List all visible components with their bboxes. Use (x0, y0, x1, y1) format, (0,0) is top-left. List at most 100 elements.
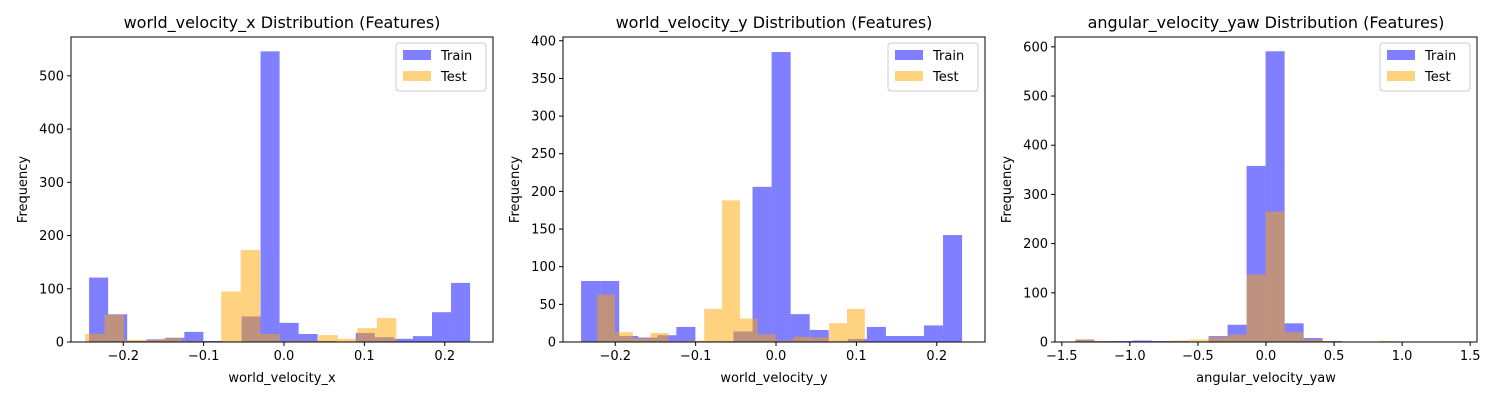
histogram-bar (739, 318, 758, 342)
histogram-bar (393, 338, 413, 342)
y-tick-label: 250 (531, 147, 556, 162)
y-axis-label: Frequency (508, 156, 523, 223)
histogram-bar (182, 340, 202, 342)
histogram-bar (337, 338, 358, 342)
histogram-bar (775, 340, 794, 342)
histogram-bar (846, 308, 865, 342)
x-tick-label: −0.5 (1182, 349, 1214, 364)
series-train (581, 52, 963, 343)
histogram-bar (221, 291, 241, 342)
y-tick-label: 350 (531, 72, 556, 87)
legend-label-train: Train (932, 49, 964, 64)
x-tick-label: 0.5 (1324, 349, 1345, 364)
legend-label-test: Test (932, 70, 959, 85)
y-tick-label: 150 (531, 223, 556, 238)
x-tick-label: −0.1 (188, 349, 220, 364)
histogram-bar (686, 340, 705, 342)
histogram-bar (451, 282, 471, 342)
series-train (89, 51, 471, 343)
y-tick-label: 600 (1023, 40, 1048, 55)
axes-frame (70, 36, 494, 343)
legend: Train Test (887, 42, 979, 92)
series-test (597, 200, 865, 342)
legend-swatch-test (403, 71, 431, 81)
legend-label-train: Train (1424, 49, 1456, 64)
histogram-bar (1189, 339, 1209, 342)
histogram-bar (1208, 337, 1228, 342)
x-tick-label: 0.1 (846, 349, 867, 364)
histogram-bar (722, 200, 740, 342)
x-axis-label: world_velocity_y (720, 371, 828, 386)
histogram-bar (650, 332, 669, 342)
histogram-bar (757, 334, 776, 342)
axes-frame (562, 36, 986, 343)
histogram-bar (123, 339, 144, 342)
y-tick-label: 0 (56, 336, 64, 351)
histogram-bar (279, 322, 299, 342)
legend: Train Test (395, 42, 487, 92)
legend-swatch-train (895, 50, 923, 60)
x-tick-label: 0.0 (1256, 349, 1277, 364)
y-tick-label: 50 (539, 298, 556, 313)
y-axis-label: Frequency (16, 156, 31, 223)
histogram-bar (1075, 339, 1095, 342)
histogram-bar (240, 249, 261, 342)
y-tick-label: 400 (531, 34, 556, 49)
y-axis-label: Frequency (1000, 156, 1015, 223)
y-tick-label: 300 (1023, 188, 1048, 203)
x-tick-label: 1.0 (1392, 349, 1413, 364)
histogram-bar (1170, 340, 1190, 342)
legend-label-test: Test (1424, 70, 1451, 85)
histogram-bar (581, 281, 601, 342)
y-tick-label: 300 (39, 176, 64, 191)
x-tick-label: −1.0 (1114, 349, 1146, 364)
histogram-bar (162, 338, 183, 342)
histogram-bar (260, 51, 280, 343)
x-tick-label: 1.5 (1460, 349, 1481, 364)
y-tick-label: 100 (531, 260, 556, 275)
histogram-bar (885, 335, 905, 342)
histogram-bar (615, 332, 633, 342)
x-tick-label: 0.1 (354, 349, 375, 364)
chart-title: angular_velocity_yaw Distribution (Featu… (1088, 13, 1445, 33)
x-tick-label: 0.2 (434, 349, 455, 364)
legend: Train Test (1379, 42, 1471, 92)
histogram-bar (943, 235, 963, 342)
legend-label-train: Train (440, 49, 472, 64)
histogram-bar (89, 277, 109, 342)
y-tick-label: 200 (531, 185, 556, 200)
legend-swatch-test (895, 71, 923, 81)
histogram-bar (412, 336, 432, 342)
histogram-bar (431, 312, 452, 342)
x-axis-label: world_velocity_x (228, 371, 336, 386)
x-tick-label: −0.1 (680, 349, 712, 364)
histogram-bar (811, 337, 830, 342)
y-tick-label: 200 (39, 229, 64, 244)
histogram-bar (279, 340, 300, 342)
histogram-bar (260, 334, 280, 342)
histogram-bar (85, 334, 105, 342)
histogram-bar (376, 318, 397, 342)
y-tick-label: 500 (39, 69, 64, 84)
histogram-bar (793, 336, 812, 342)
chart-title: world_velocity_x Distribution (Features) (124, 13, 441, 33)
histogram-bar (299, 340, 319, 342)
histogram-bar (357, 328, 377, 342)
y-tick-label: 100 (1023, 286, 1048, 301)
legend-swatch-test (1387, 71, 1415, 81)
histogram-bar (1303, 339, 1323, 342)
histogram-bar (597, 294, 615, 342)
y-tick-label: 400 (1023, 139, 1048, 154)
histogram-bar (923, 325, 944, 342)
x-axis-label: angular_velocity_yaw (1196, 371, 1336, 386)
histogram-bar (866, 326, 886, 342)
histogram-bar (704, 308, 723, 342)
chart-panel-1: −0.2 −0.1 0.0 0.1 0.2 0 100 200 300 400 500 world_v… (16, 13, 494, 386)
histogram-bar (298, 334, 318, 342)
y-tick-label: 0 (548, 336, 556, 351)
y-tick-label: 0 (1040, 336, 1048, 351)
histogram-bar (771, 52, 791, 343)
y-tick-label: 400 (39, 123, 64, 138)
histogram-bar (632, 338, 651, 342)
